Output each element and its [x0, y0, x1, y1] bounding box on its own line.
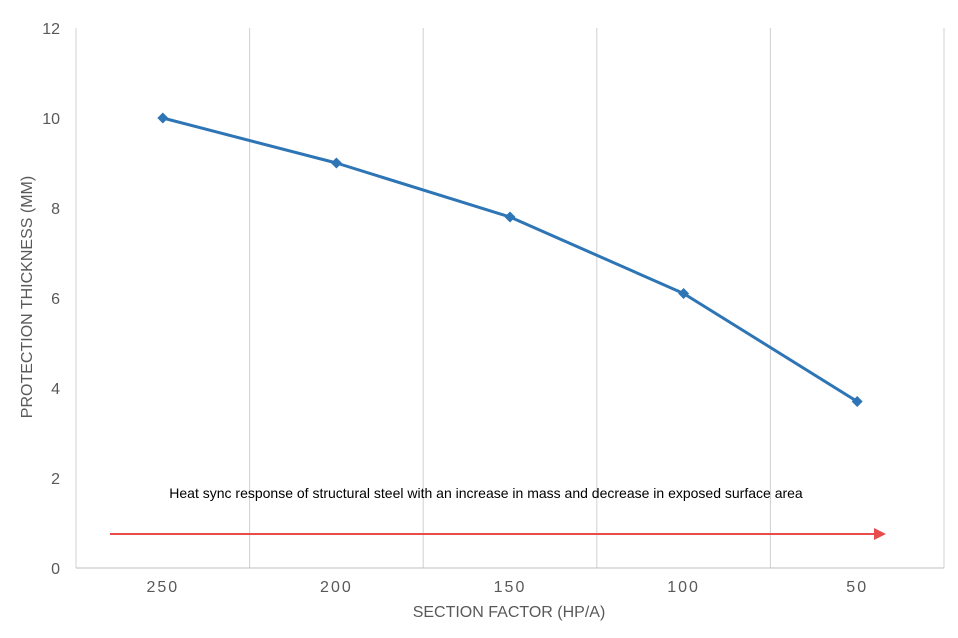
x-tick-label: 100 [667, 579, 700, 596]
data-point-marker [851, 396, 863, 407]
y-tick-label: 0 [51, 561, 60, 578]
y-tick-label: 10 [42, 111, 60, 128]
y-tick-label: 4 [51, 381, 60, 398]
y-tick-label: 8 [51, 201, 60, 218]
y-axis-title: PROTECTION THICKNESS (MM) [19, 176, 36, 418]
data-point-marker [504, 211, 516, 223]
annotation: Heat sync response of structural steel w… [110, 485, 886, 540]
x-tick-label: 150 [494, 579, 527, 596]
data-point-marker [330, 157, 342, 169]
x-axis-title: SECTION FACTOR (HP/A) [413, 604, 606, 621]
x-tick-label: 50 [846, 579, 868, 596]
data-point-marker [157, 112, 169, 124]
data-point-marker [678, 288, 690, 299]
series [157, 112, 863, 407]
series-line [162, 116, 858, 403]
x-tick-labels: 250 200 150 100 50 [146, 579, 868, 596]
y-tick-labels: 0 2 4 6 8 10 12 [42, 21, 60, 578]
y-tick-label: 2 [51, 471, 60, 488]
y-tick-label: 6 [51, 291, 60, 308]
x-tick-label: 250 [146, 579, 179, 596]
annotation-arrow-head [874, 528, 886, 540]
x-tick-label: 200 [320, 579, 353, 596]
y-tick-label: 12 [42, 21, 60, 38]
gridlines [75, 28, 945, 568]
annotation-text: Heat sync response of structural steel w… [169, 485, 803, 501]
